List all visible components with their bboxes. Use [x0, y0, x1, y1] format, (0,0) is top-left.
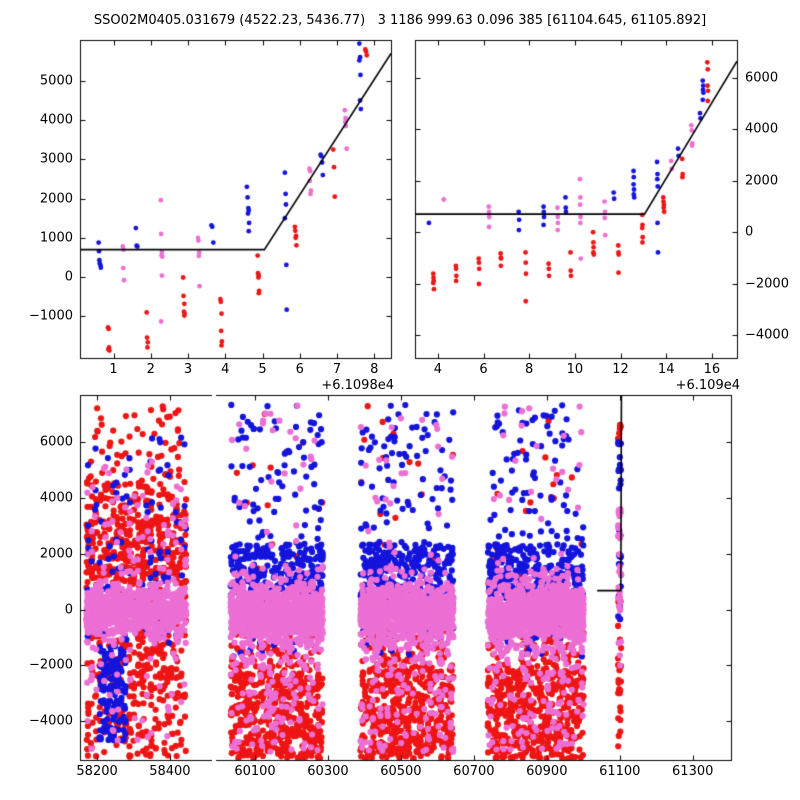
- top-right-plot: [415, 40, 737, 358]
- bottom-plot-left-segment: [80, 395, 211, 760]
- top-left-plot: [80, 40, 391, 358]
- bottom-plot-right-segment: [216, 395, 731, 760]
- figure-title: SSO02M0405.031679 (4522.23, 5436.77) 3 1…: [93, 13, 707, 28]
